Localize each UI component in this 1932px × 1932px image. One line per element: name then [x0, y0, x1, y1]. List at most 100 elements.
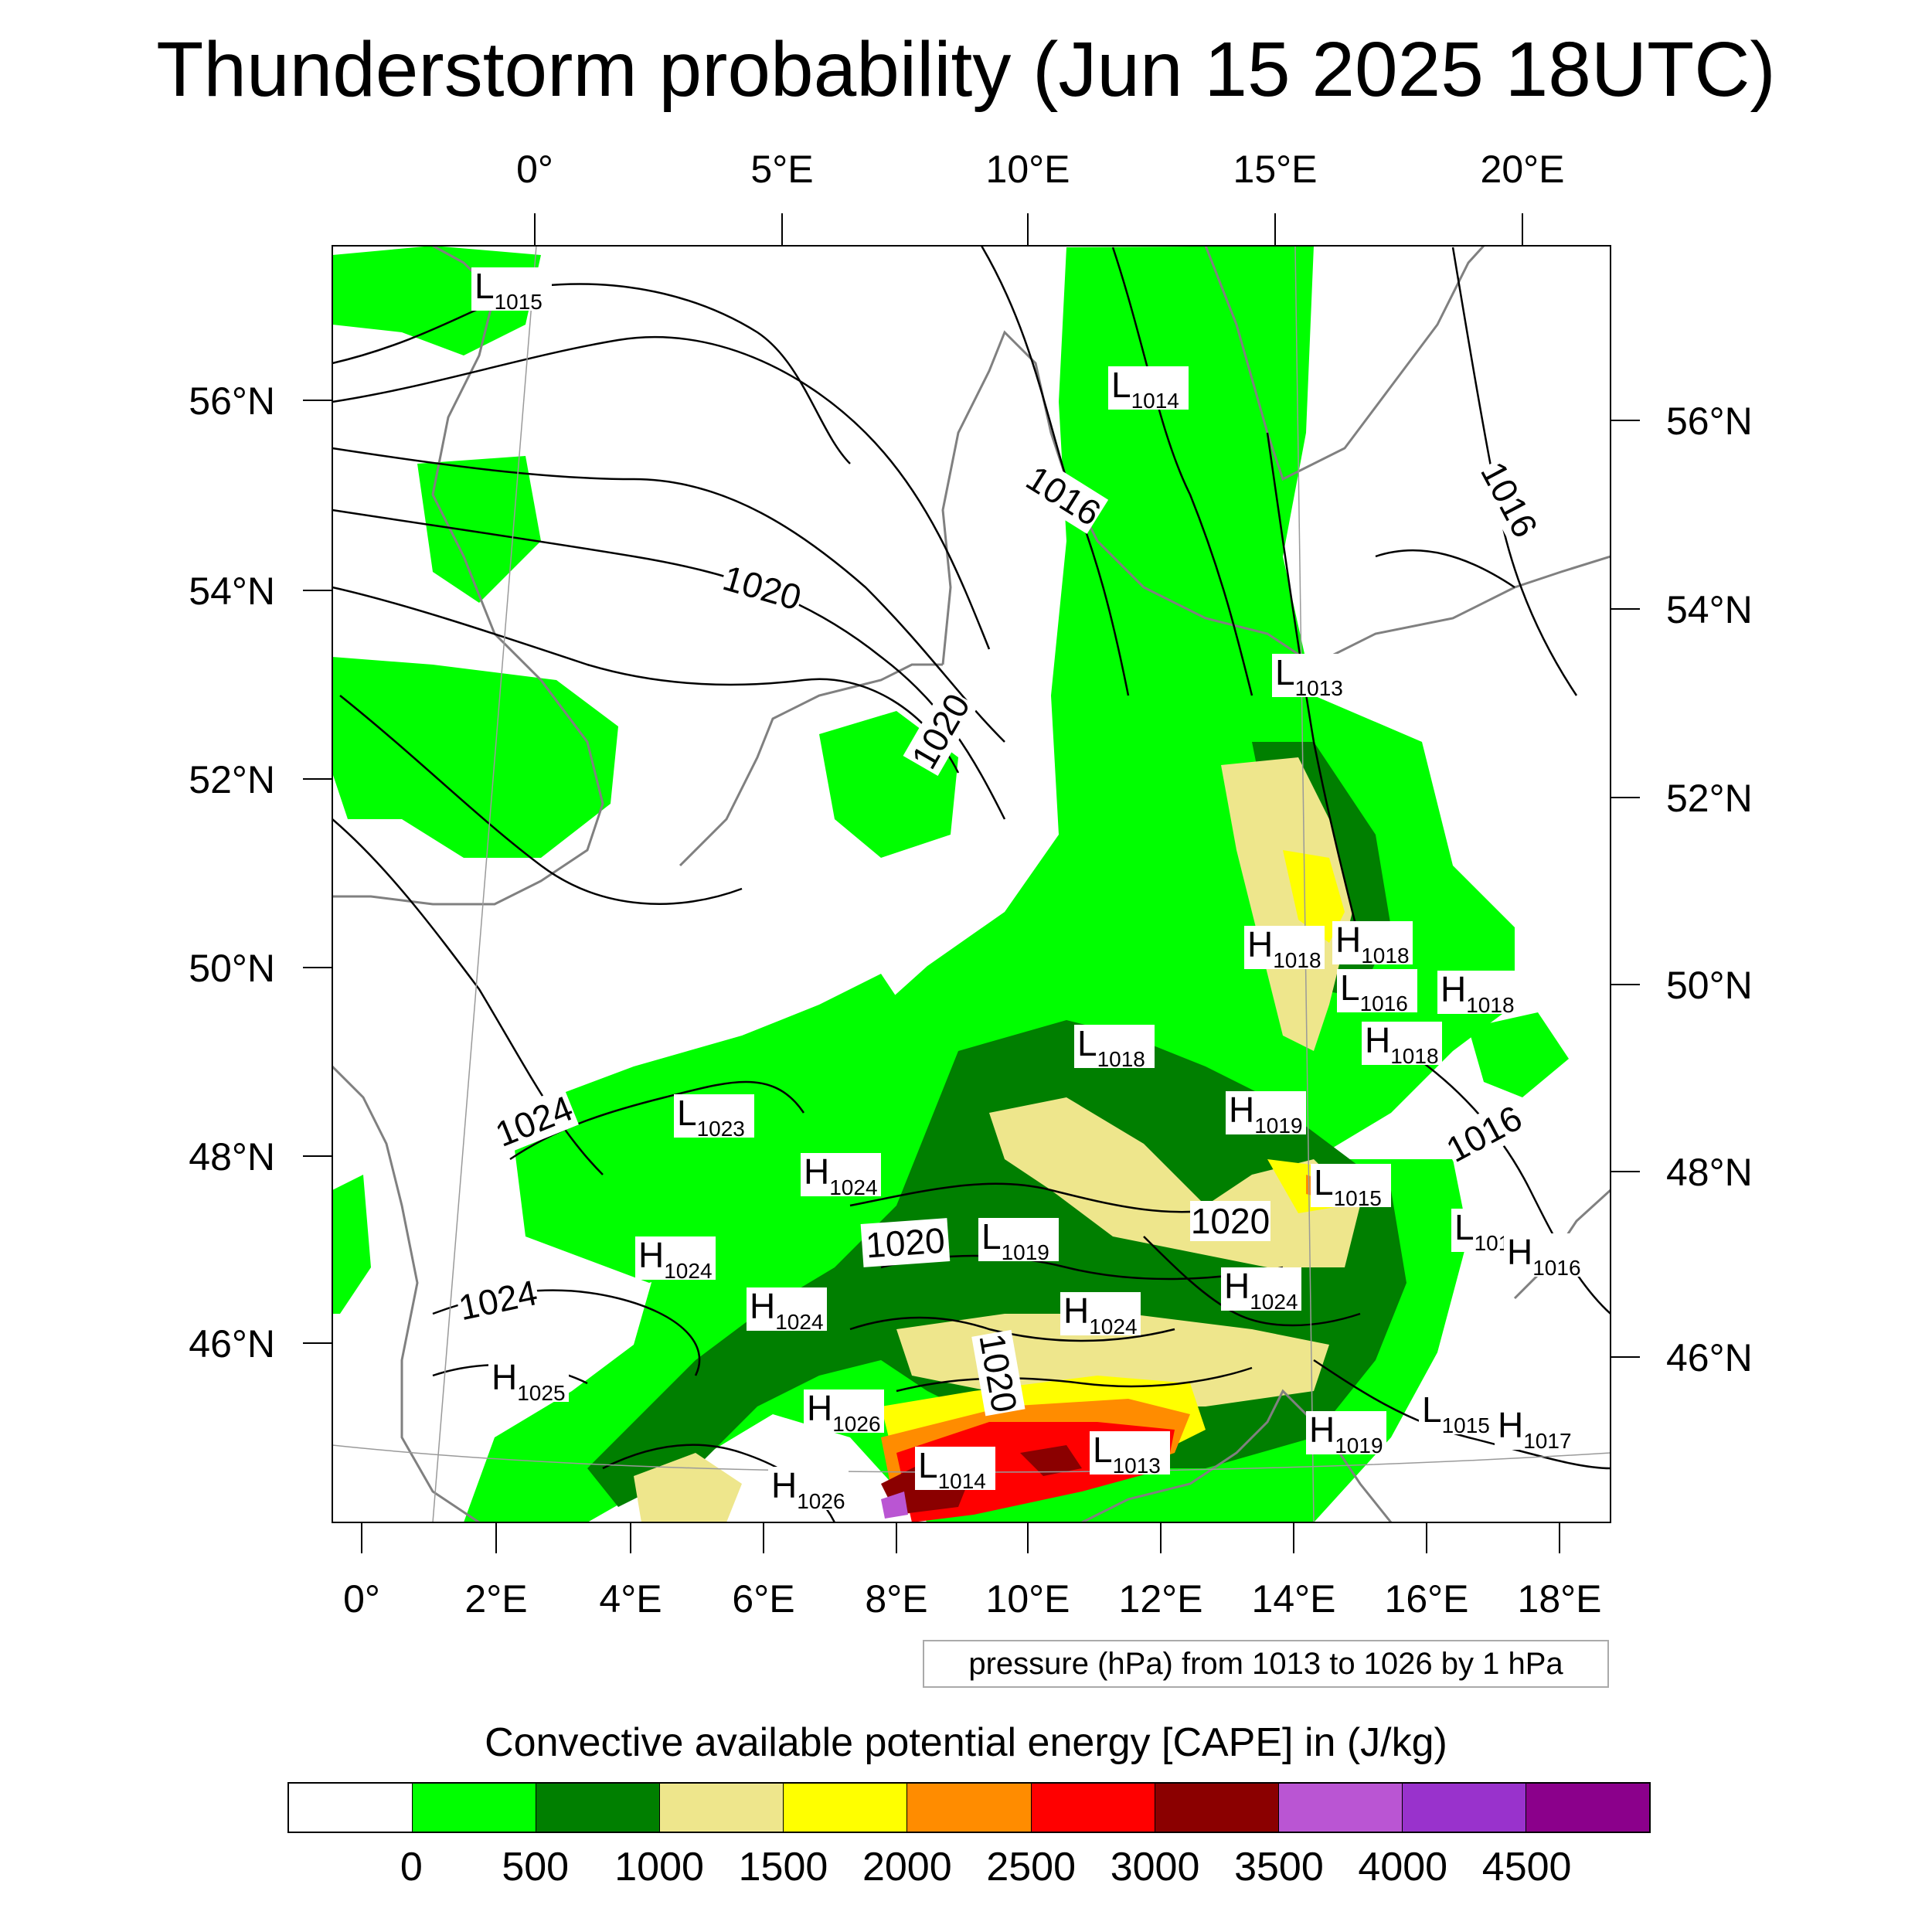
bottom-lon-label: 12°E — [1119, 1577, 1203, 1621]
pressure-center: L1023 — [674, 1093, 754, 1141]
pressure-center: L1015 — [471, 266, 552, 314]
isobar-line-2 — [332, 335, 991, 650]
isobar-line-6 — [339, 695, 743, 905]
svg-text:L1015: L1015 — [1422, 1389, 1490, 1437]
colorbar-swatch — [1525, 1784, 1650, 1832]
colorbar-swatch — [783, 1784, 907, 1832]
pressure-center: H1025 — [488, 1357, 569, 1405]
pressure-center: H1016 — [1504, 1232, 1584, 1280]
isobar-line-19 — [849, 1316, 1175, 1342]
pressure-center: L1013 — [1272, 652, 1352, 700]
pressure-legend: pressure (hPa) from 1013 to 1026 by 1 hP… — [923, 1640, 1609, 1688]
isobar-line-1 — [332, 283, 851, 464]
cape-area-biscay — [332, 1175, 371, 1314]
colorbar-tick-label: 0 — [400, 1845, 423, 1889]
bottom-lon-label: 14°E — [1252, 1577, 1336, 1621]
svg-text:H1018: H1018 — [1365, 1020, 1439, 1068]
svg-text:L1018: L1018 — [1077, 1023, 1145, 1071]
isobar-line-3 — [332, 447, 1005, 743]
svg-text:H1016: H1016 — [1507, 1232, 1581, 1280]
coastline-france-west — [332, 1065, 480, 1522]
colorbar-swatch — [1154, 1784, 1278, 1832]
cape-area-orchid — [881, 1492, 908, 1519]
bottom-lon-label: 10°E — [986, 1577, 1070, 1621]
top-lon-label: 20°E — [1481, 148, 1565, 191]
pressure-center: L1014 — [915, 1445, 995, 1493]
svg-text:L1019: L1019 — [981, 1216, 1049, 1264]
left-lat-label: 54°N — [189, 570, 275, 613]
right-lat-label: 50°N — [1666, 964, 1753, 1007]
cape-area-britain — [332, 657, 618, 858]
svg-text:L1013: L1013 — [1093, 1430, 1161, 1478]
isobar-line-13 — [1266, 432, 1362, 944]
svg-text:H1018: H1018 — [1440, 969, 1515, 1017]
svg-text:H1018: H1018 — [1335, 920, 1410, 968]
right-lat-label: 48°N — [1666, 1151, 1753, 1194]
isobar-line-20 — [896, 1366, 1253, 1393]
left-lat-label: 52°N — [189, 758, 275, 801]
isobar-label: 1020 — [1190, 1201, 1270, 1241]
isobar-label: 1020 — [860, 1218, 951, 1267]
right-lat-label: 54°N — [1666, 588, 1753, 631]
bottom-lon-label: 16°E — [1385, 1577, 1469, 1621]
pressure-center: H1019 — [1306, 1410, 1386, 1458]
svg-text:L1016: L1016 — [1340, 968, 1408, 1015]
svg-text:H1024: H1024 — [750, 1286, 824, 1334]
svg-text:1020: 1020 — [865, 1220, 947, 1266]
top-longitude-labels: 0° 5°E 10°E 15°E 20°E — [516, 148, 1564, 191]
svg-text:L1023: L1023 — [677, 1093, 745, 1141]
pressure-center: L1015 — [1311, 1162, 1391, 1210]
svg-text:H1019: H1019 — [1309, 1410, 1383, 1458]
svg-text:H1026: H1026 — [807, 1388, 881, 1436]
bottom-lon-label: 4°E — [599, 1577, 662, 1621]
map-title: Thunderstorm probability (Jun 15 2025 18… — [156, 26, 1776, 113]
cape-area-rhone — [634, 1453, 742, 1522]
colorbar-tick-label: 1000 — [614, 1845, 704, 1889]
svg-text:1020: 1020 — [1191, 1201, 1270, 1241]
isobar-line-17 — [849, 1182, 1237, 1213]
pressure-center: H1024 — [1221, 1266, 1301, 1314]
bottom-longitude-labels: 0° 2°E 4°E 6°E 8°E 10°E 12°E 14°E 16°E 1… — [343, 1577, 1601, 1621]
pressure-center: H1026 — [768, 1465, 849, 1513]
colorbar-swatch — [1401, 1784, 1526, 1832]
top-lon-label: 15°E — [1233, 148, 1318, 191]
isobar-line-21 — [1143, 1236, 1361, 1327]
pressure-center: H1018 — [1244, 924, 1325, 972]
cape-area-slovakia — [1468, 1012, 1569, 1097]
colorbar — [287, 1782, 1651, 1833]
left-lat-label: 48°N — [189, 1135, 275, 1179]
cape-zone-3500-4000 — [881, 1492, 908, 1519]
coastline-baltic — [941, 330, 1611, 666]
map-field — [332, 246, 1611, 1522]
pressure-center: L1013 — [1090, 1430, 1170, 1478]
pressure-center: H1024 — [747, 1286, 827, 1334]
colorbar-tick-label: 4500 — [1481, 1845, 1572, 1889]
pressure-center: L1019 — [978, 1216, 1059, 1264]
colorbar-tick-label: 1500 — [738, 1845, 828, 1889]
left-lat-label: 50°N — [189, 947, 275, 990]
cape-area-east-germany — [1221, 757, 1352, 1051]
left-latitude-labels: 56°N 54°N 52°N 50°N 48°N 46°N — [189, 379, 275, 1366]
isobar-line-5 — [332, 586, 960, 774]
left-lat-label: 56°N — [189, 379, 275, 423]
cape-area-yellow-north — [1283, 850, 1345, 943]
colorbar-swatch — [1277, 1784, 1402, 1832]
pressure-center: H1024 — [635, 1235, 716, 1283]
colorbar-labels: 0 500 1000 1500 2000 2500 3000 3500 4000 4500 — [0, 1844, 1932, 1898]
pressure-center: L1015 — [1419, 1389, 1499, 1437]
pressure-center: L1018 — [1074, 1023, 1155, 1071]
cape-area-darkred-east — [1020, 1445, 1082, 1476]
colorbar-title: Convective available potential energy [C… — [485, 1720, 1447, 1765]
coastline-adriatic — [1081, 1389, 1393, 1522]
pressure-center: H1018 — [1437, 969, 1518, 1017]
colorbar-tick-label: 4000 — [1358, 1845, 1448, 1889]
bottom-lon-label: 18°E — [1518, 1577, 1602, 1621]
pressure-center: H1024 — [801, 1151, 881, 1199]
svg-text:H1024: H1024 — [638, 1235, 713, 1283]
svg-text:H1019: H1019 — [1229, 1090, 1303, 1138]
colorbar-tick-label: 500 — [502, 1845, 570, 1889]
pressure-center: L1016 — [1337, 968, 1417, 1015]
coastline-dutch — [679, 663, 943, 867]
svg-text:L1015: L1015 — [1314, 1162, 1382, 1210]
